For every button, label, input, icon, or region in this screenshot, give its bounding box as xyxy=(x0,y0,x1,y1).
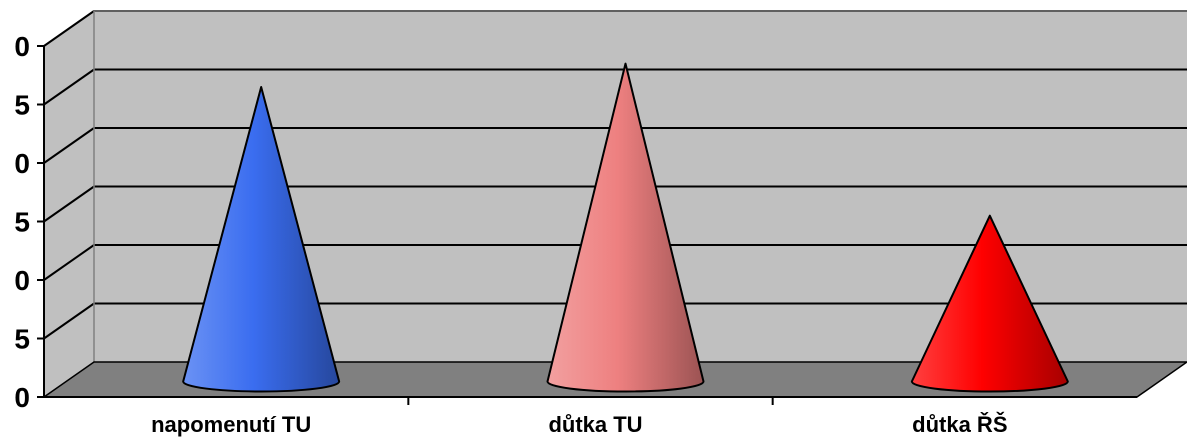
y-tick-label: 5 xyxy=(14,207,30,238)
y-tick-label: 5 xyxy=(14,90,30,121)
gridline-side xyxy=(43,244,95,281)
cone-body xyxy=(182,86,341,393)
gridline-side xyxy=(43,10,95,47)
cone-body xyxy=(910,214,1069,393)
gridline-side xyxy=(43,302,95,340)
x-tick-label: napomenutí TU xyxy=(151,412,311,437)
y-tick-label: 0 xyxy=(14,148,30,179)
cone-mark xyxy=(910,214,1069,393)
gridline-side xyxy=(43,127,95,164)
y-tick-label: 5 xyxy=(14,324,30,355)
cones xyxy=(182,62,1069,393)
y-tick-label: 0 xyxy=(14,265,30,296)
y-tick-label: 0 xyxy=(14,31,30,62)
axes xyxy=(37,45,1137,405)
cone-mark xyxy=(546,62,705,393)
gridline-side xyxy=(43,185,95,223)
x-tick-label: důtka ŘŠ xyxy=(912,412,1007,437)
y-tick-label: 0 xyxy=(14,382,30,413)
labels: 0 5 0 5 0 5 0 napomenutí TU důtka TU důtka ŘŠ xyxy=(14,31,1007,437)
x-tick-label: důtka TU xyxy=(548,412,642,437)
cone-body xyxy=(546,62,705,393)
cone-mark xyxy=(182,86,341,393)
gridline-side xyxy=(43,68,95,106)
